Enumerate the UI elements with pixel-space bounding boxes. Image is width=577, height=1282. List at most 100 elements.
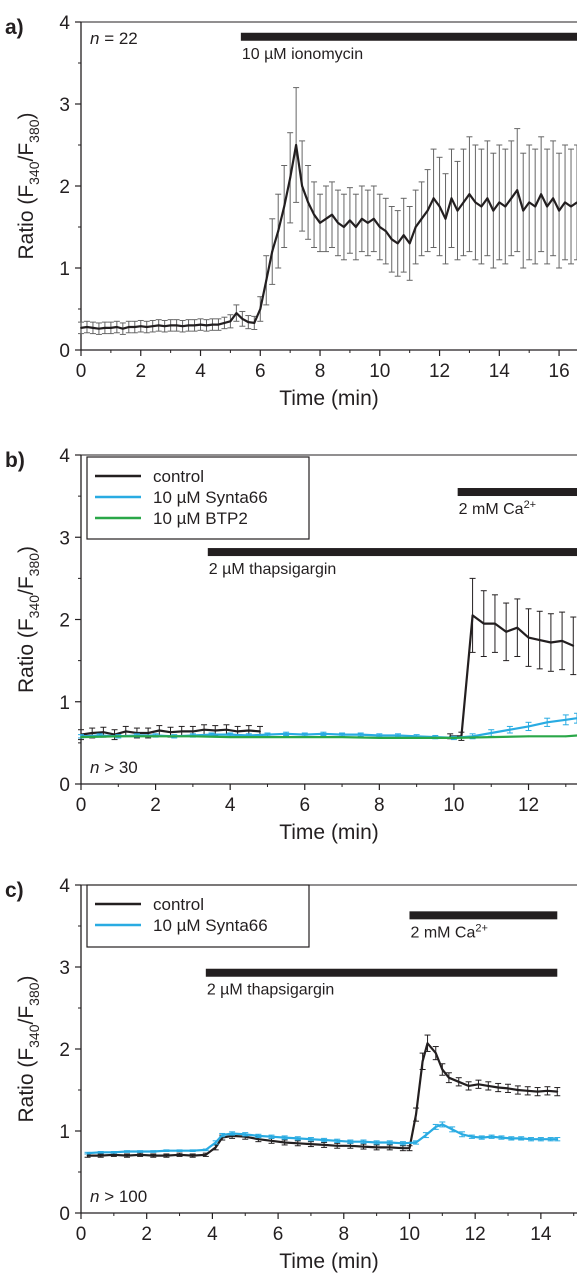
data-point bbox=[426, 1042, 429, 1045]
data-point bbox=[456, 209, 459, 212]
y-label-text: Ratio (F bbox=[15, 1048, 38, 1123]
data-point bbox=[283, 1136, 286, 1139]
y-tick-label: 0 bbox=[59, 341, 70, 362]
data-point bbox=[86, 326, 88, 328]
data-point bbox=[408, 242, 411, 245]
data-point bbox=[323, 1139, 325, 1141]
y-tick-label: 0 bbox=[59, 775, 70, 796]
x-tick-label: 0 bbox=[76, 361, 87, 382]
data-point bbox=[487, 1085, 490, 1087]
data-point bbox=[534, 205, 537, 208]
data-point bbox=[538, 639, 541, 641]
data-point bbox=[289, 176, 292, 179]
data-point bbox=[133, 326, 136, 328]
y-tick-label: 4 bbox=[59, 13, 70, 34]
data-point bbox=[169, 731, 172, 734]
data-point bbox=[109, 326, 112, 329]
data-point bbox=[124, 730, 127, 733]
data-point bbox=[126, 1154, 128, 1157]
data-point bbox=[257, 1138, 260, 1141]
y-tick-label: 3 bbox=[59, 958, 70, 979]
data-point bbox=[259, 308, 262, 310]
data-point bbox=[139, 1153, 142, 1156]
data-point bbox=[490, 736, 493, 739]
data-point bbox=[283, 205, 286, 208]
legend-label: 10 µM Synta66 bbox=[153, 916, 268, 935]
data-point bbox=[572, 644, 575, 647]
data-point bbox=[127, 326, 130, 328]
data-point bbox=[337, 222, 339, 224]
data-point bbox=[229, 320, 232, 323]
data-point bbox=[203, 728, 205, 731]
data-point bbox=[500, 1136, 503, 1139]
data-point bbox=[441, 1123, 444, 1126]
sample-size-note: n > 30 bbox=[90, 758, 138, 777]
data-point bbox=[152, 1150, 155, 1153]
y-tick-label: 1 bbox=[59, 259, 70, 280]
treatment-bar bbox=[205, 968, 558, 977]
data-point bbox=[175, 324, 178, 327]
data-point bbox=[492, 209, 495, 212]
x-tick-label: 2 bbox=[150, 795, 161, 816]
data-point bbox=[474, 201, 477, 204]
data-point bbox=[556, 1090, 559, 1093]
treatment-bar-label-text: 2 µM thapsigargin bbox=[207, 982, 335, 999]
data-point bbox=[80, 326, 82, 329]
data-line bbox=[87, 1123, 558, 1155]
data-point bbox=[490, 732, 493, 734]
data-point bbox=[112, 1153, 115, 1156]
y-label-sub: 340 bbox=[26, 595, 42, 619]
data-point bbox=[295, 144, 298, 146]
panel-label: b) bbox=[5, 449, 25, 472]
data-point bbox=[331, 213, 333, 216]
data-point bbox=[270, 1139, 273, 1142]
data-point bbox=[540, 193, 543, 196]
data-point bbox=[375, 1146, 378, 1149]
data-point bbox=[536, 1090, 539, 1093]
data-point bbox=[402, 1147, 404, 1150]
treatment-bar-superscript: 2+ bbox=[475, 922, 488, 934]
y-label-text: ) bbox=[15, 975, 38, 982]
data-point bbox=[516, 1089, 519, 1091]
data-point bbox=[117, 735, 120, 738]
y-label-sub: 380 bbox=[26, 982, 42, 1006]
data-point bbox=[570, 205, 572, 208]
data-point bbox=[388, 1146, 391, 1149]
series-10-m-synta66 bbox=[84, 1121, 561, 1155]
data-point bbox=[187, 324, 190, 327]
data-point bbox=[480, 1136, 483, 1139]
data-point bbox=[296, 1142, 299, 1145]
x-tick-label: 12 bbox=[465, 1224, 486, 1245]
legend-label: control bbox=[153, 895, 204, 914]
data-point bbox=[80, 736, 82, 739]
data-point bbox=[319, 222, 321, 224]
data-point bbox=[296, 1137, 299, 1140]
data-point bbox=[527, 735, 530, 738]
data-point bbox=[229, 736, 232, 739]
data-point bbox=[310, 1143, 312, 1146]
data-point bbox=[451, 1128, 454, 1131]
treatment-bar bbox=[207, 548, 577, 557]
data-point bbox=[539, 1138, 542, 1141]
data-point bbox=[99, 1154, 102, 1157]
data-point bbox=[271, 250, 274, 253]
data-point bbox=[526, 1089, 529, 1092]
data-point bbox=[558, 209, 560, 212]
data-point bbox=[457, 1080, 460, 1083]
data-point bbox=[378, 226, 381, 228]
data-point bbox=[139, 1150, 142, 1153]
data-point bbox=[325, 217, 327, 220]
data-point bbox=[390, 238, 393, 241]
x-tick-label: 6 bbox=[299, 795, 310, 816]
data-point bbox=[546, 721, 549, 724]
data-point bbox=[447, 1076, 450, 1079]
x-tick-label: 0 bbox=[76, 1224, 87, 1245]
data-point bbox=[104, 326, 106, 329]
x-tick-label: 12 bbox=[429, 361, 450, 382]
data-point bbox=[497, 1086, 500, 1089]
data-point bbox=[498, 201, 501, 204]
data-point bbox=[225, 728, 228, 731]
x-tick-label: 6 bbox=[273, 1224, 284, 1245]
x-tick-label: 8 bbox=[315, 361, 326, 382]
data-point bbox=[303, 733, 306, 736]
